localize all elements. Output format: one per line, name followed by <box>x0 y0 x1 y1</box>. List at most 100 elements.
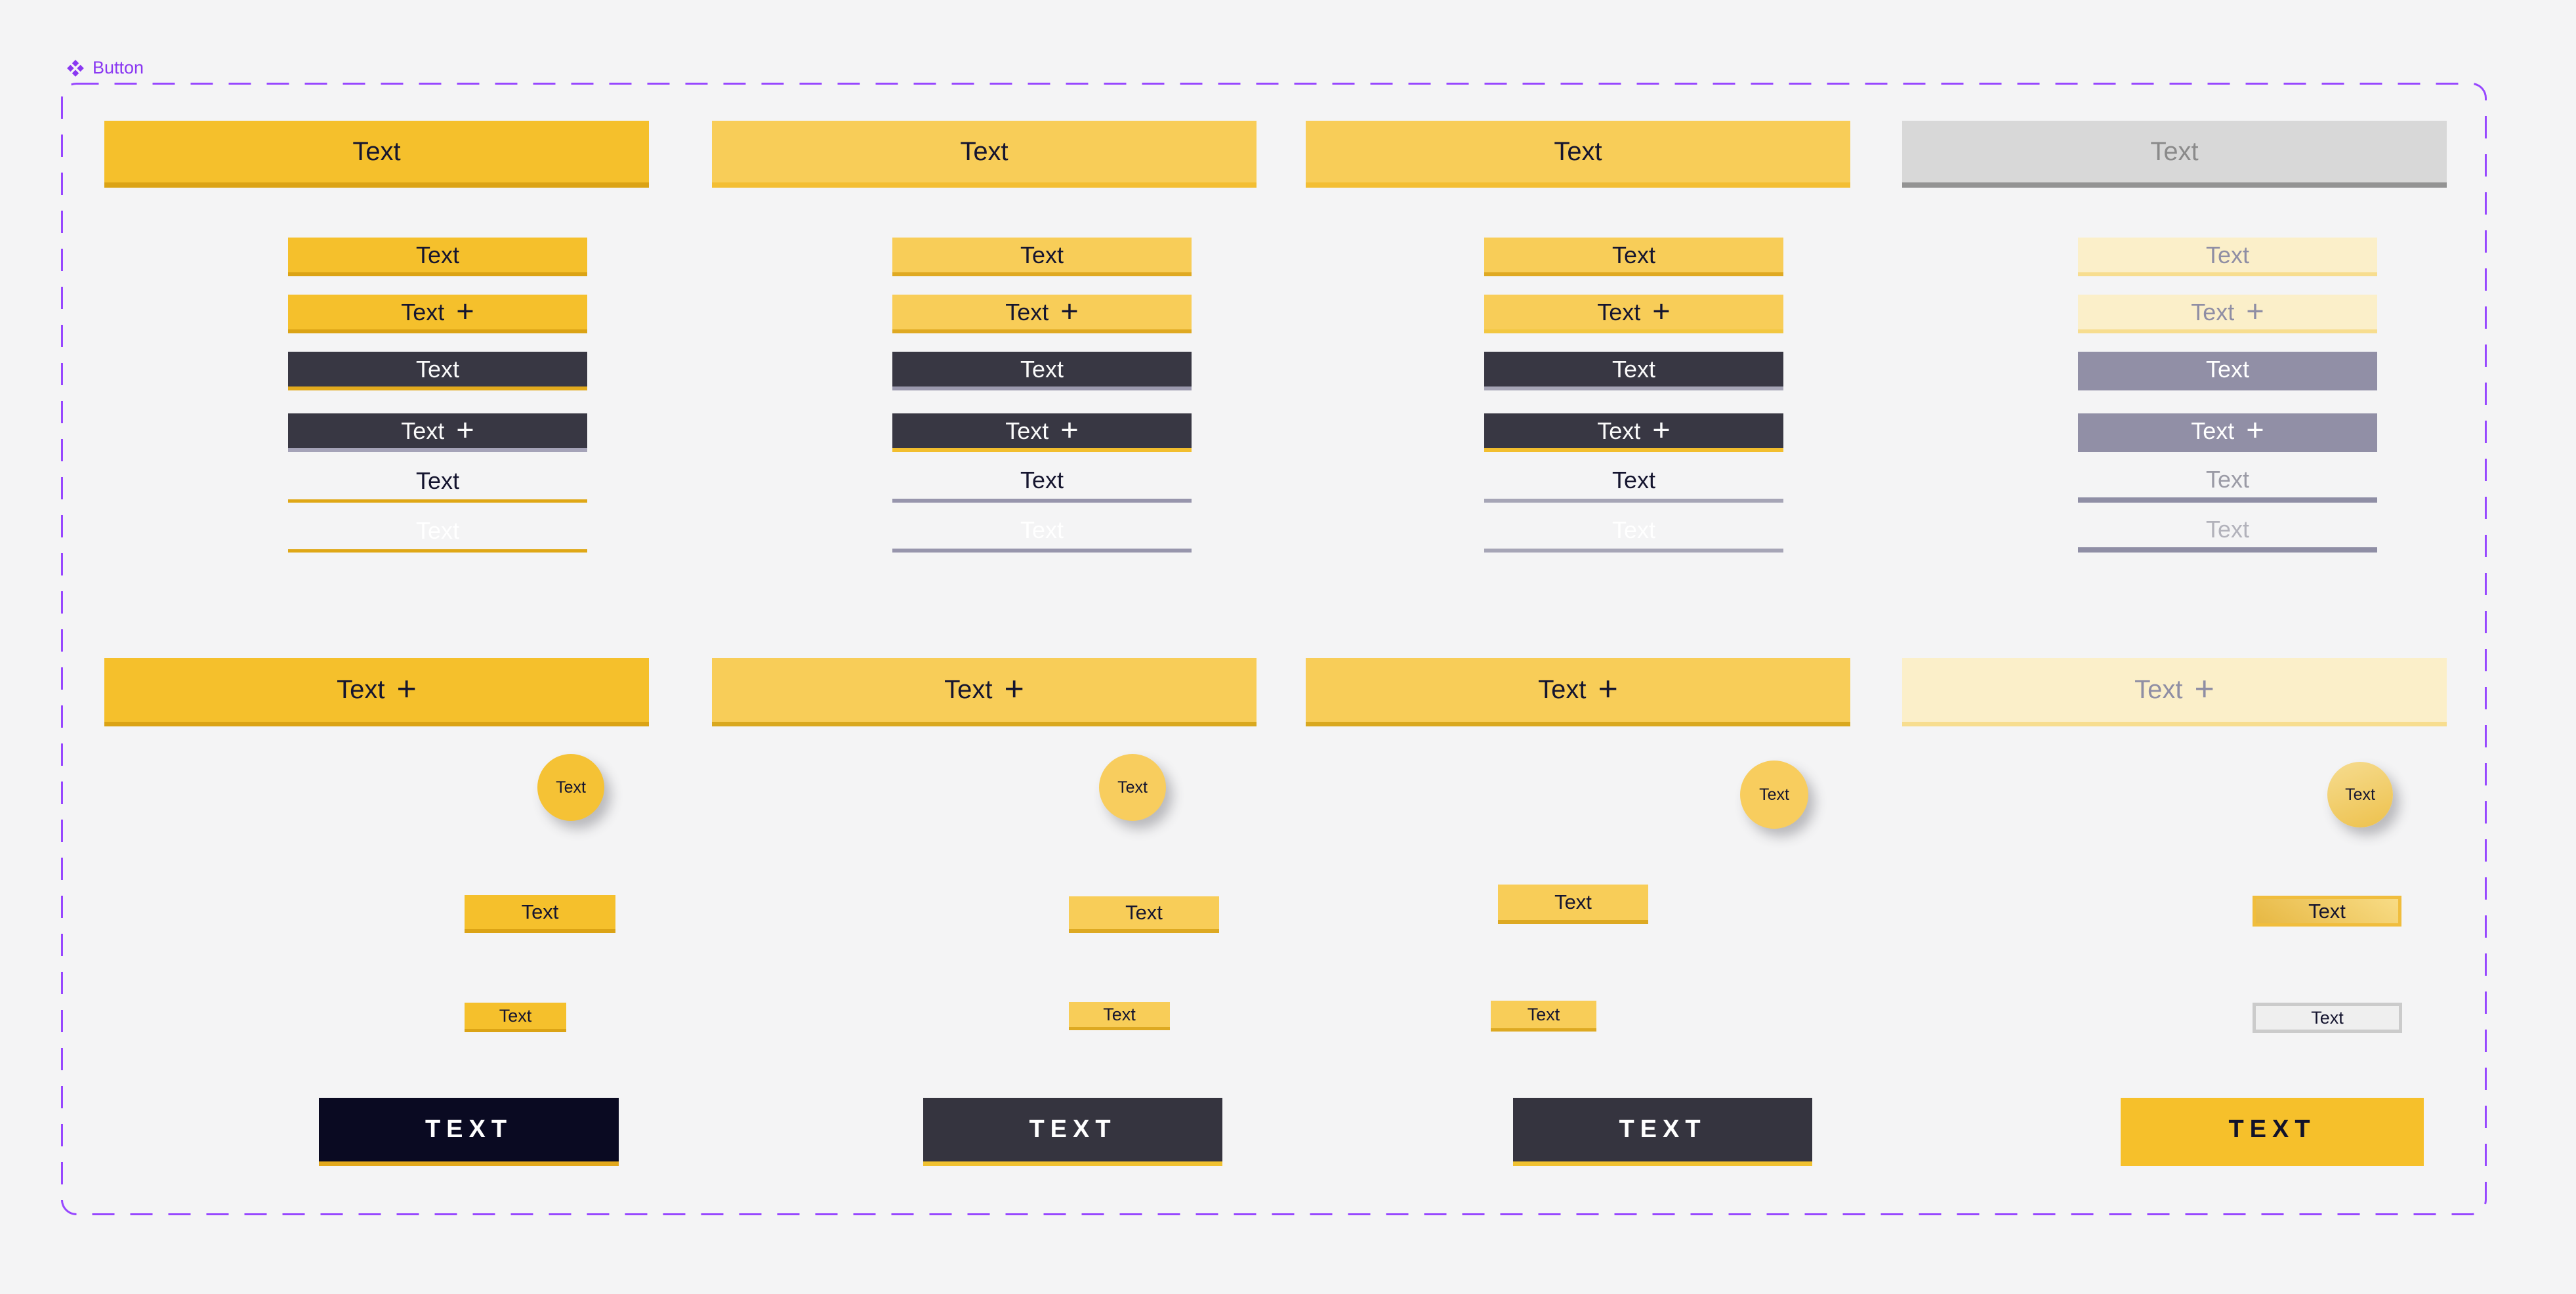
col3-btn-large-label: Text <box>1554 136 1602 166</box>
col4-btn-dark-plus-label: Text <box>2191 417 2235 444</box>
col3-btn-primary-plus[interactable]: Text + <box>1484 293 1783 333</box>
col3-btn-large[interactable]: Text <box>1306 121 1850 188</box>
col4-btn-circle-label: Text <box>2345 785 2375 804</box>
col2-btn-link[interactable]: Text <box>892 462 1192 503</box>
col3-btn-primary-label: Text <box>1611 241 1656 268</box>
col2-btn-circle-label: Text <box>1117 778 1148 797</box>
col4-btn-tiny[interactable]: Text <box>2253 1003 2402 1033</box>
col3-btn-primary[interactable]: Text <box>1484 238 1783 276</box>
col2-btn-wide-plus[interactable]: Text + <box>712 658 1257 726</box>
col2-btn-dark-label: Text <box>1020 355 1064 383</box>
col4-btn-link-ghost[interactable]: Text <box>2078 512 2377 553</box>
col1-btn-primary-plus[interactable]: Text + <box>288 293 587 333</box>
col2-btn-large[interactable]: Text <box>712 121 1257 188</box>
plus-icon: + <box>2246 412 2264 447</box>
col3-btn-dark-label: Text <box>1611 355 1656 383</box>
plus-icon: + <box>1004 669 1024 708</box>
col1-btn-link[interactable]: Text <box>288 462 587 503</box>
col1-btn-link-ghost[interactable]: Text <box>288 512 587 553</box>
col2-btn-circle[interactable]: Text <box>1099 754 1166 821</box>
col2-btn-primary-plus-label: Text <box>1005 298 1049 325</box>
col3-btn-dark-plus[interactable]: Text + <box>1484 412 1783 452</box>
col3-btn-cta[interactable]: TEXT <box>1513 1098 1812 1166</box>
col4-btn-link-ghost-label: Text <box>2205 516 2250 543</box>
plus-icon: + <box>396 669 417 708</box>
col2-btn-dark[interactable]: Text <box>892 352 1192 390</box>
col4-btn-tiny-label: Text <box>2311 1007 2344 1028</box>
col4-btn-wide-plus-label: Text <box>2134 675 2183 704</box>
col4-btn-link[interactable]: Text <box>2078 462 2377 503</box>
plus-icon: + <box>1060 412 1079 447</box>
col4-btn-cta[interactable]: TEXT <box>2121 1098 2424 1166</box>
col3-btn-link-label: Text <box>1611 467 1656 493</box>
col1-btn-dark-plus[interactable]: Text + <box>288 412 587 452</box>
col4-btn-dark[interactable]: Text <box>2078 352 2377 390</box>
col1-btn-dark-plus-label: Text <box>401 417 445 444</box>
col3-btn-wide-plus-label: Text <box>1538 675 1587 704</box>
col1-btn-link-underline <box>288 499 587 503</box>
col3-btn-tiny[interactable]: Text <box>1491 1001 1596 1032</box>
col2-btn-tiny[interactable]: Text <box>1069 1002 1170 1030</box>
col2-btn-primary-label: Text <box>1020 241 1064 268</box>
col1-btn-large[interactable]: Text <box>104 121 649 188</box>
col1-btn-link-ghost-label: Text <box>415 516 460 544</box>
col4-btn-small-label: Text <box>2308 899 2346 923</box>
col2-btn-link-ghost-label: Text <box>1020 516 1064 543</box>
col3-btn-dark[interactable]: Text <box>1484 352 1783 390</box>
col1-btn-circle[interactable]: Text <box>537 754 604 821</box>
component-icon <box>67 59 84 77</box>
col4-btn-primary[interactable]: Text <box>2078 238 2377 276</box>
col2-btn-link-ghost[interactable]: Text <box>892 512 1192 553</box>
col3-btn-link-underline <box>1484 499 1783 503</box>
col4-btn-small[interactable]: Text <box>2253 896 2401 927</box>
col3-btn-small[interactable]: Text <box>1498 885 1648 924</box>
col1-btn-wide-plus-label: Text <box>337 675 385 704</box>
col3-btn-link[interactable]: Text <box>1484 462 1783 503</box>
col1-btn-wide-plus[interactable]: Text + <box>104 658 649 726</box>
col2-btn-dark-plus[interactable]: Text + <box>892 412 1192 452</box>
col1-btn-tiny[interactable]: Text <box>465 1003 566 1032</box>
col3-btn-circle[interactable]: Text <box>1740 761 1808 829</box>
col2-btn-primary[interactable]: Text <box>892 238 1192 276</box>
col3-btn-primary-plus-label: Text <box>1597 298 1641 325</box>
col3-btn-wide-plus[interactable]: Text + <box>1306 658 1850 726</box>
col3-btn-dark-plus-label: Text <box>1597 417 1641 444</box>
col1-btn-small[interactable]: Text <box>465 895 615 933</box>
col1-btn-primary[interactable]: Text <box>288 238 587 276</box>
col1-btn-link-label: Text <box>415 467 460 494</box>
plus-icon: + <box>1652 412 1671 447</box>
col4-btn-link-label: Text <box>2205 466 2250 493</box>
col2-btn-small[interactable]: Text <box>1069 896 1219 933</box>
component-set-name: Button <box>93 58 144 77</box>
plus-icon: + <box>456 412 474 447</box>
col4-btn-wide-plus[interactable]: Text + <box>1902 658 2447 726</box>
col1-btn-tiny-label: Text <box>499 1005 532 1026</box>
col3-btn-link-ghost-label: Text <box>1611 516 1656 543</box>
plus-icon: + <box>2194 669 2214 708</box>
col4-btn-primary-plus-label: Text <box>2191 298 2235 325</box>
col2-btn-small-label: Text <box>1125 901 1163 924</box>
col4-btn-cta-label: TEXT <box>2228 1116 2316 1143</box>
component-set-label[interactable]: Button <box>66 58 144 78</box>
col1-btn-primary-label: Text <box>415 241 460 268</box>
col4-btn-link-underline <box>2078 497 2377 503</box>
col4-btn-large[interactable]: Text <box>1902 121 2447 188</box>
col1-btn-link-ghost-underline <box>288 549 587 553</box>
col1-btn-dark[interactable]: Text <box>288 352 587 390</box>
col4-btn-dark-plus[interactable]: Text + <box>2078 412 2377 452</box>
col1-btn-dark-label: Text <box>415 355 460 383</box>
col3-btn-link-ghost[interactable]: Text <box>1484 512 1783 553</box>
col2-btn-link-label: Text <box>1020 467 1064 493</box>
col1-btn-cta[interactable]: TEXT <box>319 1098 619 1166</box>
col4-btn-primary-plus[interactable]: Text + <box>2078 293 2377 333</box>
col2-btn-cta[interactable]: TEXT <box>923 1098 1222 1166</box>
col1-btn-cta-label: TEXT <box>425 1116 513 1143</box>
plus-icon: + <box>1652 293 1671 328</box>
plus-icon: + <box>1060 293 1079 328</box>
col4-btn-circle[interactable]: Text <box>2327 762 2393 827</box>
col2-btn-link-underline <box>892 499 1192 503</box>
col1-btn-small-label: Text <box>521 900 559 923</box>
col2-btn-primary-plus[interactable]: Text + <box>892 293 1192 333</box>
col2-btn-wide-plus-label: Text <box>944 675 993 704</box>
